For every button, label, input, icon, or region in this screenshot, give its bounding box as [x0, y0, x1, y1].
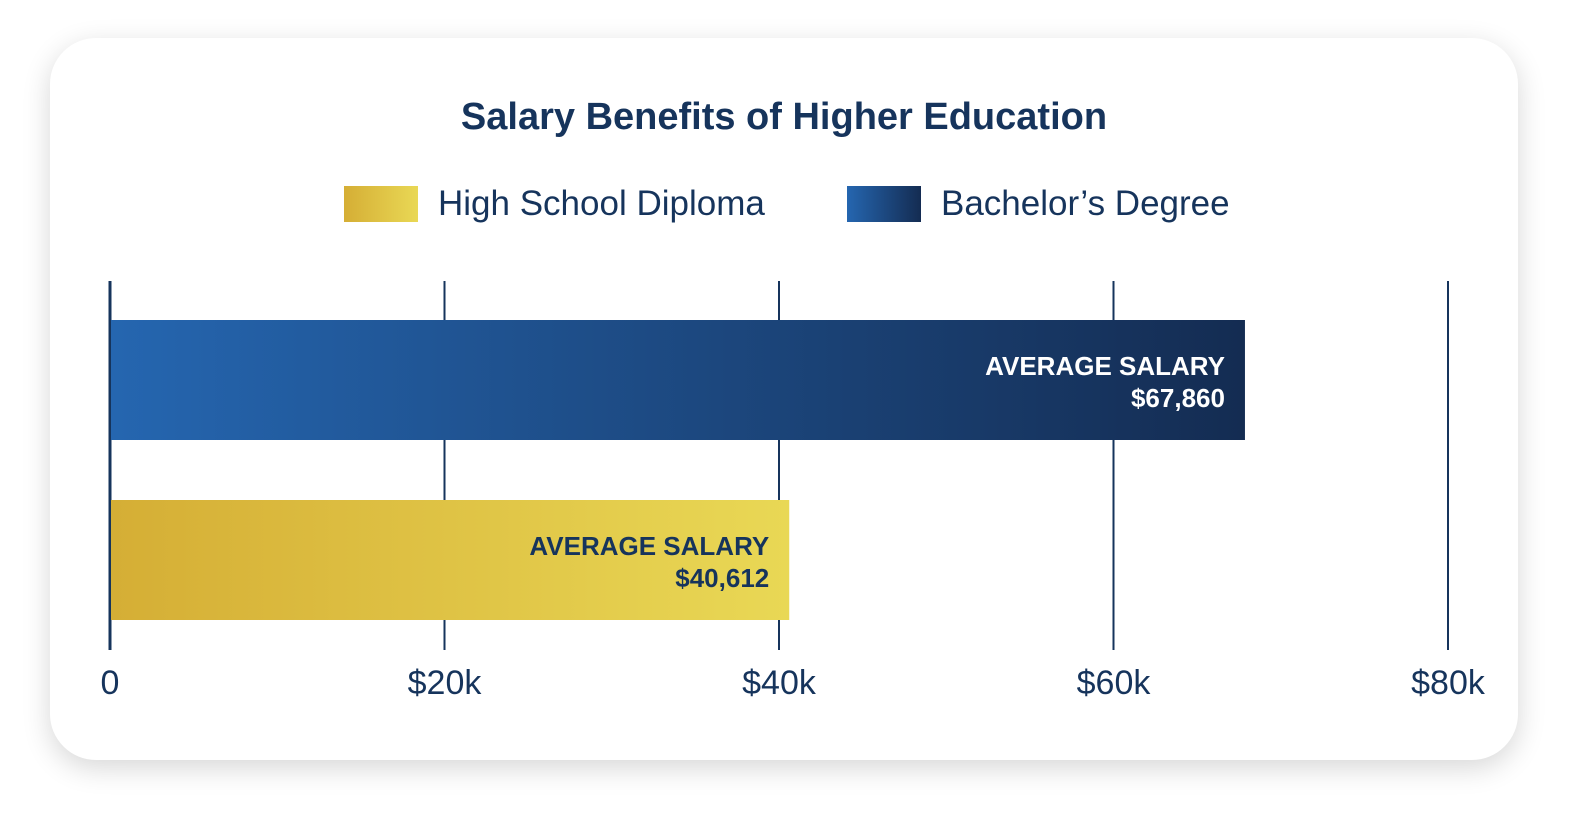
bar-label-value: $67,860: [1131, 383, 1225, 413]
bar-label-value: $40,612: [675, 563, 769, 593]
legend-item-bachelors: Bachelor’s Degree: [847, 184, 1230, 224]
legend: High School Diploma Bachelor’s Degree: [0, 184, 1588, 224]
chart-title: Salary Benefits of Higher Education: [460, 96, 1108, 138]
x-tick-label: 0: [101, 664, 120, 702]
bar: [111, 320, 1245, 440]
legend-swatch-high-school: [344, 186, 418, 222]
x-tick-label: $40k: [742, 664, 817, 702]
bar-label-title: AVERAGE SALARY: [529, 531, 769, 561]
legend-swatch-bachelors: [847, 186, 921, 222]
legend-label-bachelors: Bachelor’s Degree: [941, 184, 1230, 223]
x-tick-label: $20k: [408, 664, 483, 702]
x-tick-label: $80k: [1411, 664, 1486, 702]
legend-item-high-school: High School Diploma: [344, 184, 765, 224]
x-tick-label: $60k: [1077, 664, 1152, 702]
bar: [111, 500, 790, 620]
bar-label-title: AVERAGE SALARY: [985, 351, 1225, 381]
legend-label-high-school: High School Diploma: [438, 184, 765, 223]
